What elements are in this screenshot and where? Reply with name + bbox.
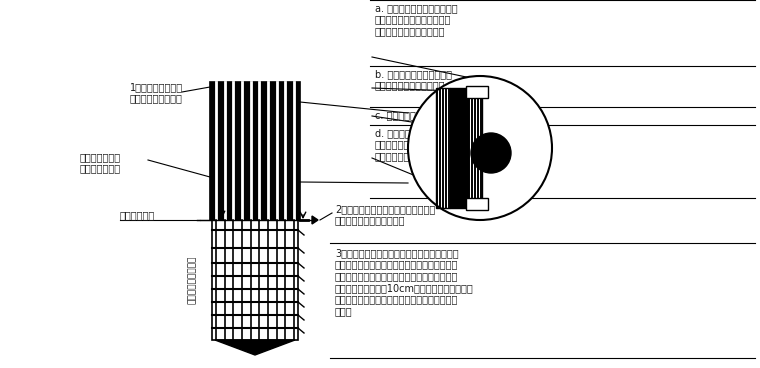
Text: 基桩嵌入承台的部分: 基桩嵌入承台的部分 bbox=[188, 256, 197, 304]
Circle shape bbox=[408, 76, 552, 220]
Polygon shape bbox=[215, 340, 295, 355]
Bar bbox=[212, 220, 298, 340]
Bar bbox=[210, 82, 300, 220]
Text: d. 主筋的复合脱松套，其
下方必须略深一点，水平
的截断箍，正好将其绕住。: d. 主筋的复合脱松套，其 下方必须略深一点，水平 的截断箍，正好将其绕住。 bbox=[375, 128, 446, 161]
Bar bbox=[466, 86, 488, 98]
Text: 设计桩顶标高: 设计桩顶标高 bbox=[120, 210, 155, 220]
Circle shape bbox=[471, 133, 511, 173]
Bar bbox=[468, 88, 482, 208]
Text: 1、桩顶所有主筋必
须顺直，不可弯折。: 1、桩顶所有主筋必 须顺直，不可弯折。 bbox=[130, 82, 183, 104]
Bar bbox=[450, 88, 468, 208]
Text: 2、破桩位置以上的所有主筋，外套复
合脱松套，用像皮筋扎紧。: 2、破桩位置以上的所有主筋，外套复 合脱松套，用像皮筋扎紧。 bbox=[335, 204, 435, 226]
Text: 破桩位置（即截
断箍所在位置）: 破桩位置（即截 断箍所在位置） bbox=[80, 152, 121, 174]
Bar bbox=[436, 88, 450, 208]
Polygon shape bbox=[312, 216, 318, 224]
Text: c. 用扎丝扎紧截断箍。: c. 用扎丝扎紧截断箍。 bbox=[375, 110, 439, 120]
Text: a. 主筋的复合脱松套，必须宽
松，不得紧贴或据裹带肋之主
筋，否则日后桩头提不动。: a. 主筋的复合脱松套，必须宽 松，不得紧贴或据裹带肋之主 筋，否则日后桩头提不… bbox=[375, 3, 458, 36]
Bar bbox=[466, 198, 488, 210]
Text: 3、在需破桩头的高程位置，绕桩周一圈，预埋
截断箍（即钓丝绳外套复合脱松套，绕桩的主筋
外侧一圈，内填细沙或其他填充物，以占体积。
钓丝绳端头余留长度10cm，: 3、在需破桩头的高程位置，绕桩周一圈，预埋 截断箍（即钓丝绳外套复合脱松套，绕桩… bbox=[335, 248, 473, 316]
Text: b. 绕主筋外侧水平一圈的截
断箍，将复合脱松套勒住。: b. 绕主筋外侧水平一圈的截 断箍，将复合脱松套勒住。 bbox=[375, 69, 452, 91]
